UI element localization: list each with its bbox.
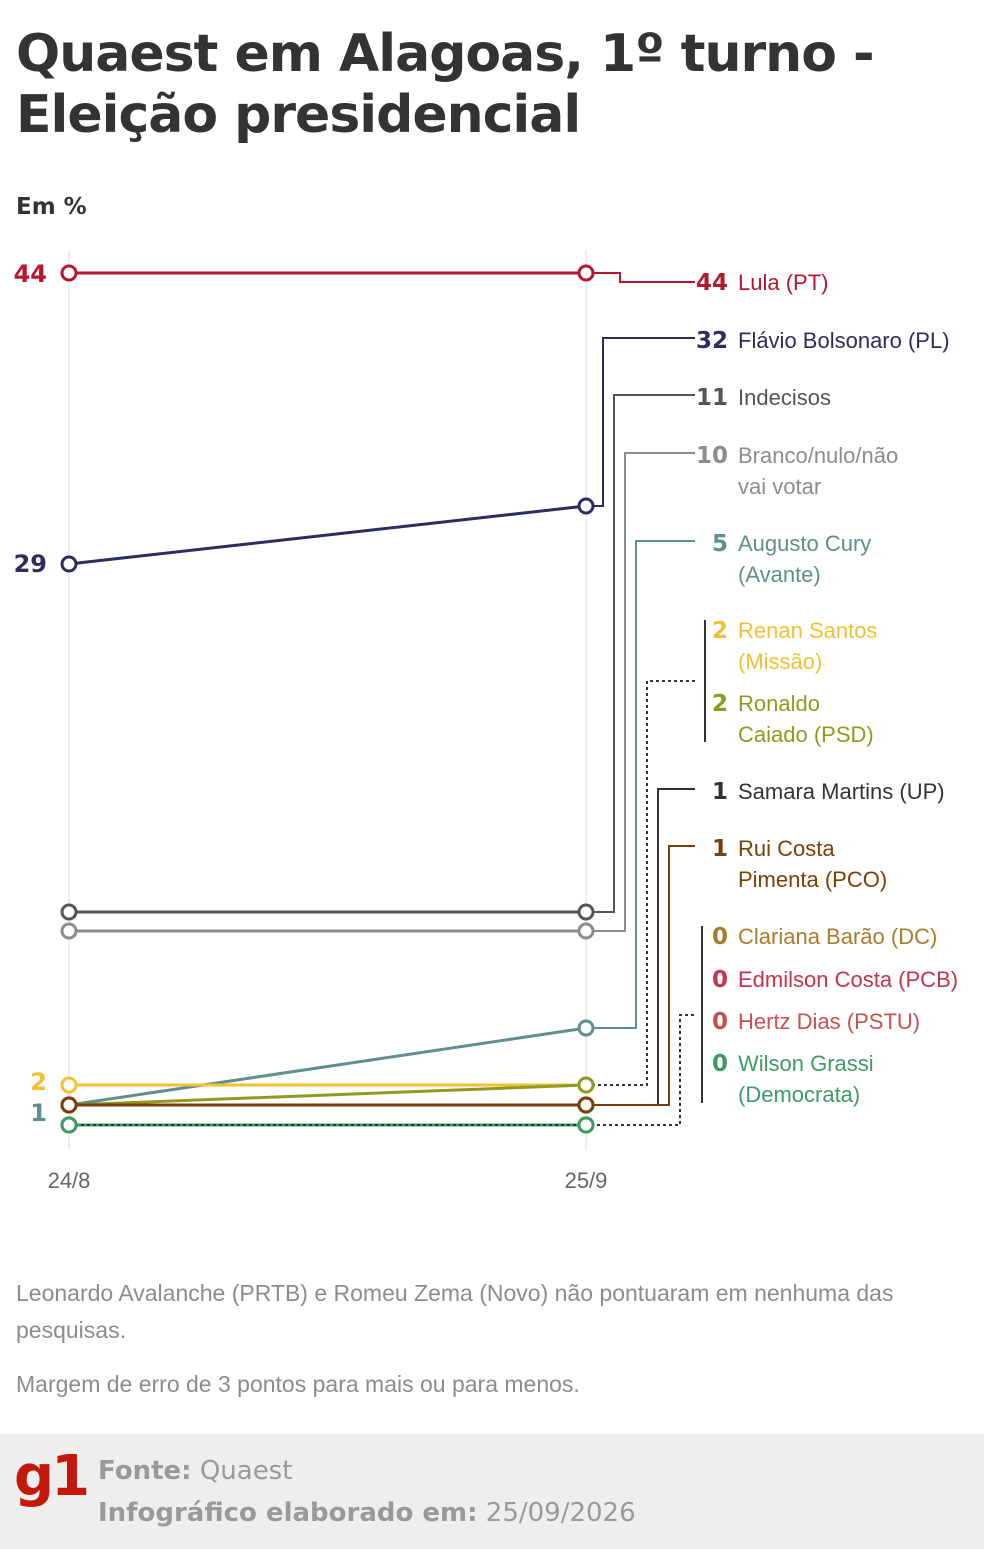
data-point <box>577 1096 595 1114</box>
end-value-label: 10 <box>696 443 728 469</box>
series-connector <box>586 337 695 507</box>
end-value-label: 1 <box>712 836 728 862</box>
data-point <box>60 1116 78 1134</box>
series-connector <box>586 394 695 913</box>
footer: g1 Fonte: Quaest Infográfico elaborado e… <box>0 1434 984 1549</box>
series-label: Edmilson Costa (PCB) <box>738 967 958 992</box>
series-connector <box>586 845 695 1106</box>
end-value-label: 2 <box>712 691 728 717</box>
source-block: Fonte: Quaest Infográfico elaborado em: … <box>98 1450 636 1534</box>
data-point <box>60 1076 78 1094</box>
end-value-label: 0 <box>712 924 728 950</box>
series-label: Samara Martins (UP) <box>738 779 945 804</box>
series-label: Renan Santos <box>738 618 877 643</box>
g1-logo: g1 <box>14 1444 90 1509</box>
series-label: Pimenta (PCO) <box>738 867 887 892</box>
series-connector <box>586 540 695 1029</box>
series-label: Ronaldo <box>738 691 820 716</box>
end-value-label: 44 <box>696 270 728 296</box>
series-label: Lula (PT) <box>738 270 828 295</box>
series-label: Flávio Bolsonaro (PL) <box>738 328 950 353</box>
start-value-label: 44 <box>14 260 47 288</box>
series-label: vai votar <box>738 474 821 499</box>
x-tick-label: 24/8 <box>48 1168 91 1193</box>
series-label: Augusto Cury <box>738 531 871 556</box>
series-label: Clariana Barão (DC) <box>738 924 937 949</box>
series-label: Rui Costa <box>738 836 835 861</box>
notes: Leonardo Avalanche (PRTB) e Romeu Zema (… <box>16 1275 916 1420</box>
data-point <box>577 922 595 940</box>
group-connector-0 <box>69 1014 697 1126</box>
data-point <box>577 1019 595 1037</box>
series-label: (Democrata) <box>738 1082 860 1107</box>
series-line <box>68 1083 587 1107</box>
note-margin: Margem de erro de 3 pontos para mais ou … <box>16 1371 580 1397</box>
chart-title: Quaest em Alagoas, 1º turno - Eleição pr… <box>16 24 875 145</box>
note-no-points: Leonardo Avalanche (PRTB) e Romeu Zema (… <box>16 1280 894 1343</box>
end-value-label: 0 <box>712 967 728 993</box>
end-value-label: 32 <box>696 328 728 354</box>
series-label: Indecisos <box>738 385 831 410</box>
end-value-label: 11 <box>696 385 728 411</box>
end-value-label: 0 <box>712 1009 728 1035</box>
series-connector <box>586 452 695 932</box>
data-point <box>60 903 78 921</box>
date-label: Infográfico elaborado em: <box>98 1498 478 1528</box>
data-point <box>577 497 595 515</box>
end-value-label: 1 <box>712 779 728 805</box>
start-value-label: 29 <box>14 550 47 578</box>
data-point <box>577 1116 595 1134</box>
line-chart: 24/8 25/9 44 29 1 2 44 Lula (PT) 32 Flávio Bolson… <box>14 250 958 1193</box>
unit-label: Em % <box>16 194 87 220</box>
data-point <box>60 264 78 282</box>
series-label: Branco/nulo/não <box>738 443 898 468</box>
series-label: Wilson Grassi <box>738 1051 874 1076</box>
series-label: Hertz Dias (PSTU) <box>738 1009 920 1034</box>
end-value-label: 5 <box>712 531 728 557</box>
series-line <box>68 504 587 566</box>
source-value: Quaest <box>199 1456 293 1486</box>
series-label: (Missão) <box>738 649 822 674</box>
series-line <box>68 1026 587 1107</box>
data-point <box>577 903 595 921</box>
end-value-label: 0 <box>712 1051 728 1077</box>
series-connector <box>586 788 695 1106</box>
end-value-label: 2 <box>712 618 728 644</box>
x-tick-label: 25/9 <box>565 1168 608 1193</box>
data-point <box>577 1076 595 1094</box>
series-label: Caiado (PSD) <box>738 722 874 747</box>
source-label: Fonte: <box>98 1456 192 1486</box>
data-point <box>577 264 595 282</box>
data-point <box>60 555 78 573</box>
series-label: (Avante) <box>738 562 821 587</box>
series-connector <box>586 272 695 283</box>
data-point <box>60 922 78 940</box>
data-point <box>60 1096 78 1114</box>
start-value-label: 1 <box>30 1099 47 1127</box>
start-value-label: 2 <box>30 1068 47 1096</box>
group-connector-2 <box>586 680 697 1086</box>
date-value: 25/09/2026 <box>485 1498 636 1528</box>
